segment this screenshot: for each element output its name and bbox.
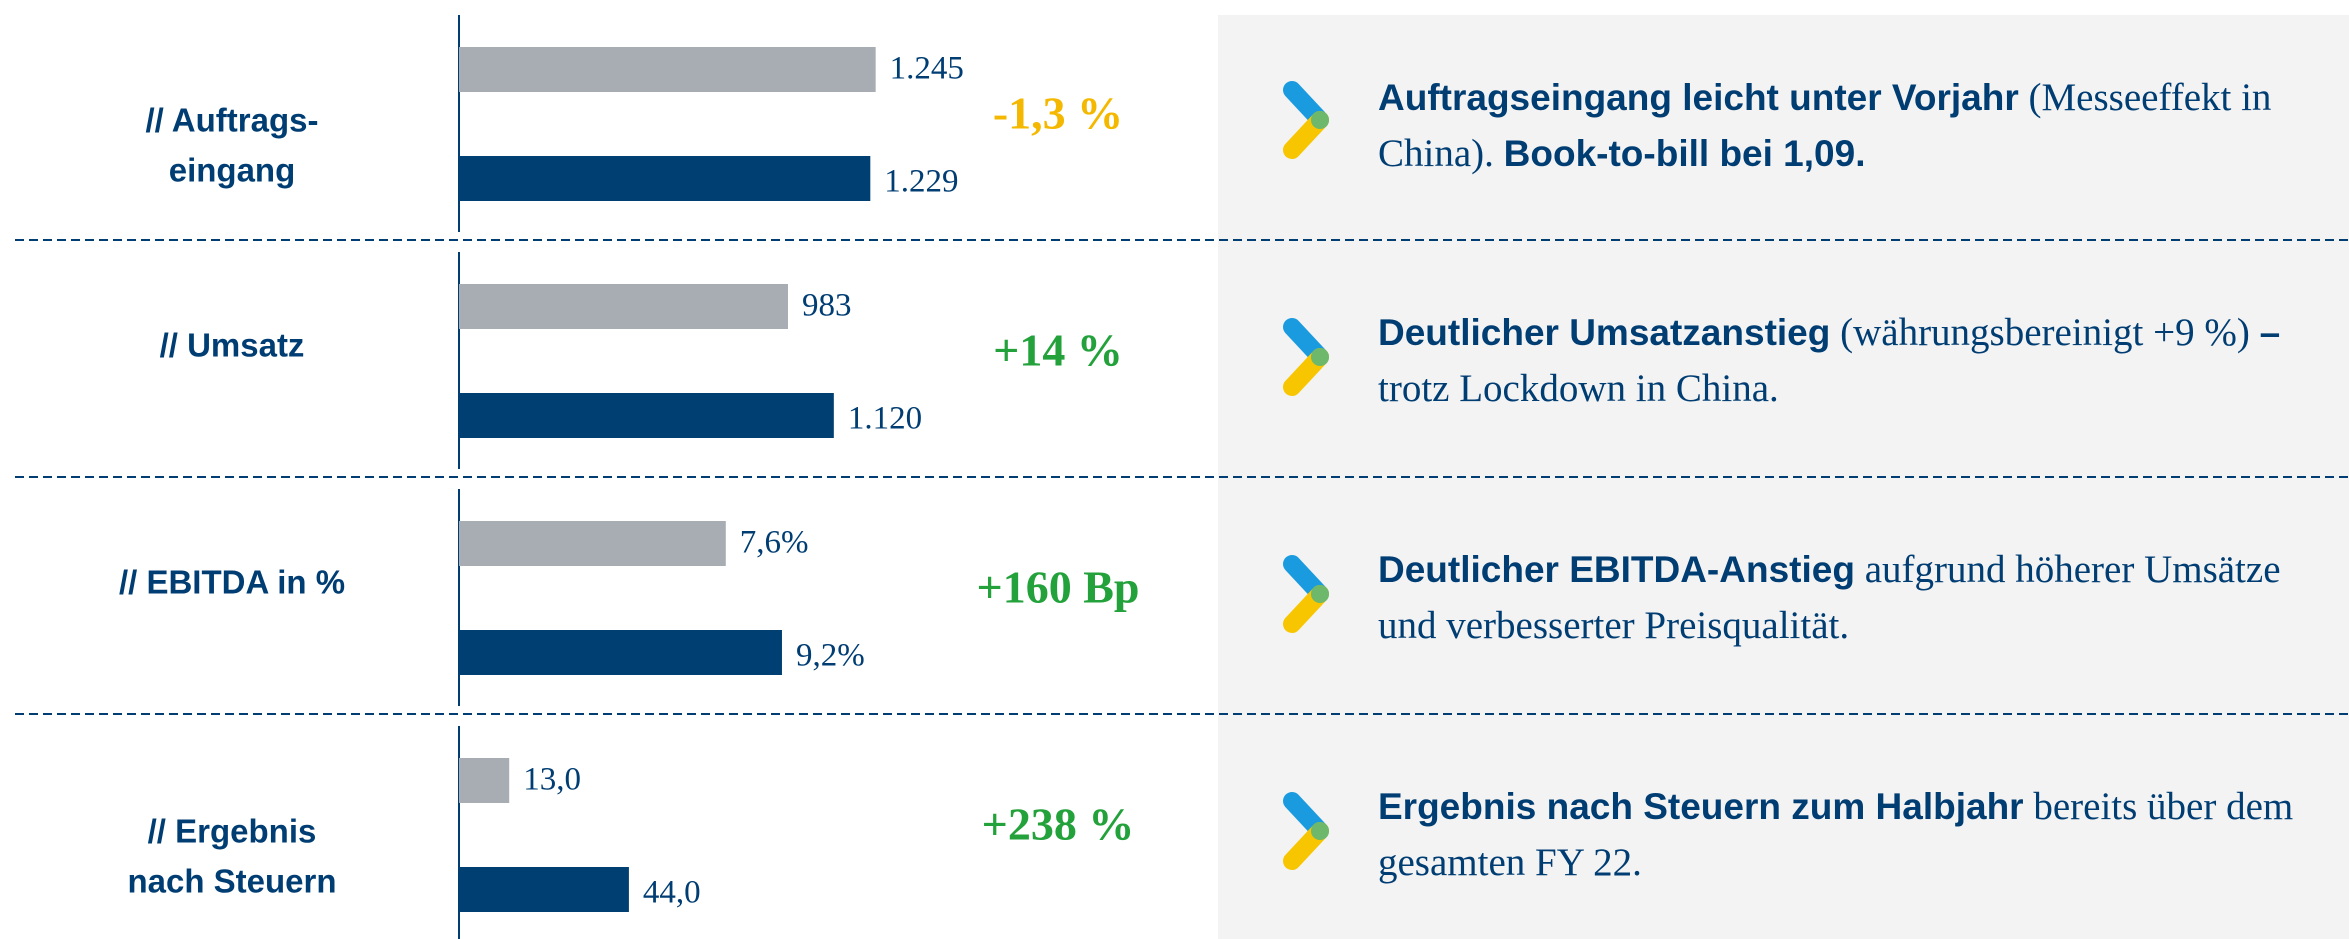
comment-text: Ergebnis nach Steuern zum Halbjahr [1378, 786, 2024, 827]
comment-text: bereits über dem gesamten FY 22. [1378, 785, 2294, 884]
change-label: +238 % [982, 799, 1135, 850]
value-label: 7,6% [740, 525, 809, 561]
commentary: Ergebnis nach Steuern zum Halbjahr berei… [1378, 779, 2308, 891]
commentary: Deutlicher EBITDA-Anstieg aufgrund höher… [1378, 542, 2308, 654]
comment-text: Deutlicher Umsatzanstieg [1378, 312, 1831, 353]
icon [1311, 585, 1329, 603]
comment-text: Deutlicher EBITDA-Anstieg [1378, 549, 1855, 590]
value-label: 983 [802, 288, 852, 324]
icon [1311, 822, 1329, 840]
bar [459, 521, 726, 566]
bar [459, 156, 871, 201]
comment-text: – [2259, 312, 2281, 353]
row-label: eingang [169, 152, 296, 189]
row-label: nach Steuern [127, 863, 336, 900]
commentary: Auftragseingang leicht unter Vorjahr (Me… [1378, 70, 2308, 182]
row-label: // Umsatz [160, 327, 305, 364]
value-label: 44,0 [643, 875, 701, 911]
bar [459, 867, 629, 912]
bar [459, 630, 782, 675]
bar [459, 47, 876, 92]
row-label: // Auftrags- [146, 102, 319, 139]
row-label: // EBITDA in % [119, 564, 345, 601]
bar [459, 393, 834, 438]
change-label: +14 % [993, 325, 1123, 376]
row-label: // Ergebnis [148, 813, 317, 850]
comment-text: (Messeeffekt in China). [1378, 76, 2272, 175]
commentary: Deutlicher Umsatzanstieg (währungsberein… [1378, 305, 2308, 417]
bar [459, 758, 510, 803]
value-label: 9,2% [796, 638, 865, 674]
value-label: 1.120 [848, 401, 922, 437]
comment-text: (währungsbereinigt +9 %) [1840, 311, 2250, 354]
comment-text: aufgrund höherer Umsätze und verbesserte… [1378, 548, 2281, 647]
change-label: +160 Bp [977, 562, 1140, 613]
value-label: 1.229 [884, 164, 958, 200]
value-label: 1.245 [890, 51, 964, 87]
bar [459, 284, 788, 329]
comment-text: Auftragseingang leicht unter Vorjahr [1378, 77, 2019, 118]
icon [1311, 348, 1329, 366]
change-label: -1,3 % [993, 88, 1123, 139]
value-label: 13,0 [523, 762, 581, 798]
comment-text: trotz Lockdown in China. [1378, 367, 1779, 410]
comment-text: Book-to-bill bei 1,09. [1503, 133, 1866, 174]
icon [1311, 111, 1329, 129]
